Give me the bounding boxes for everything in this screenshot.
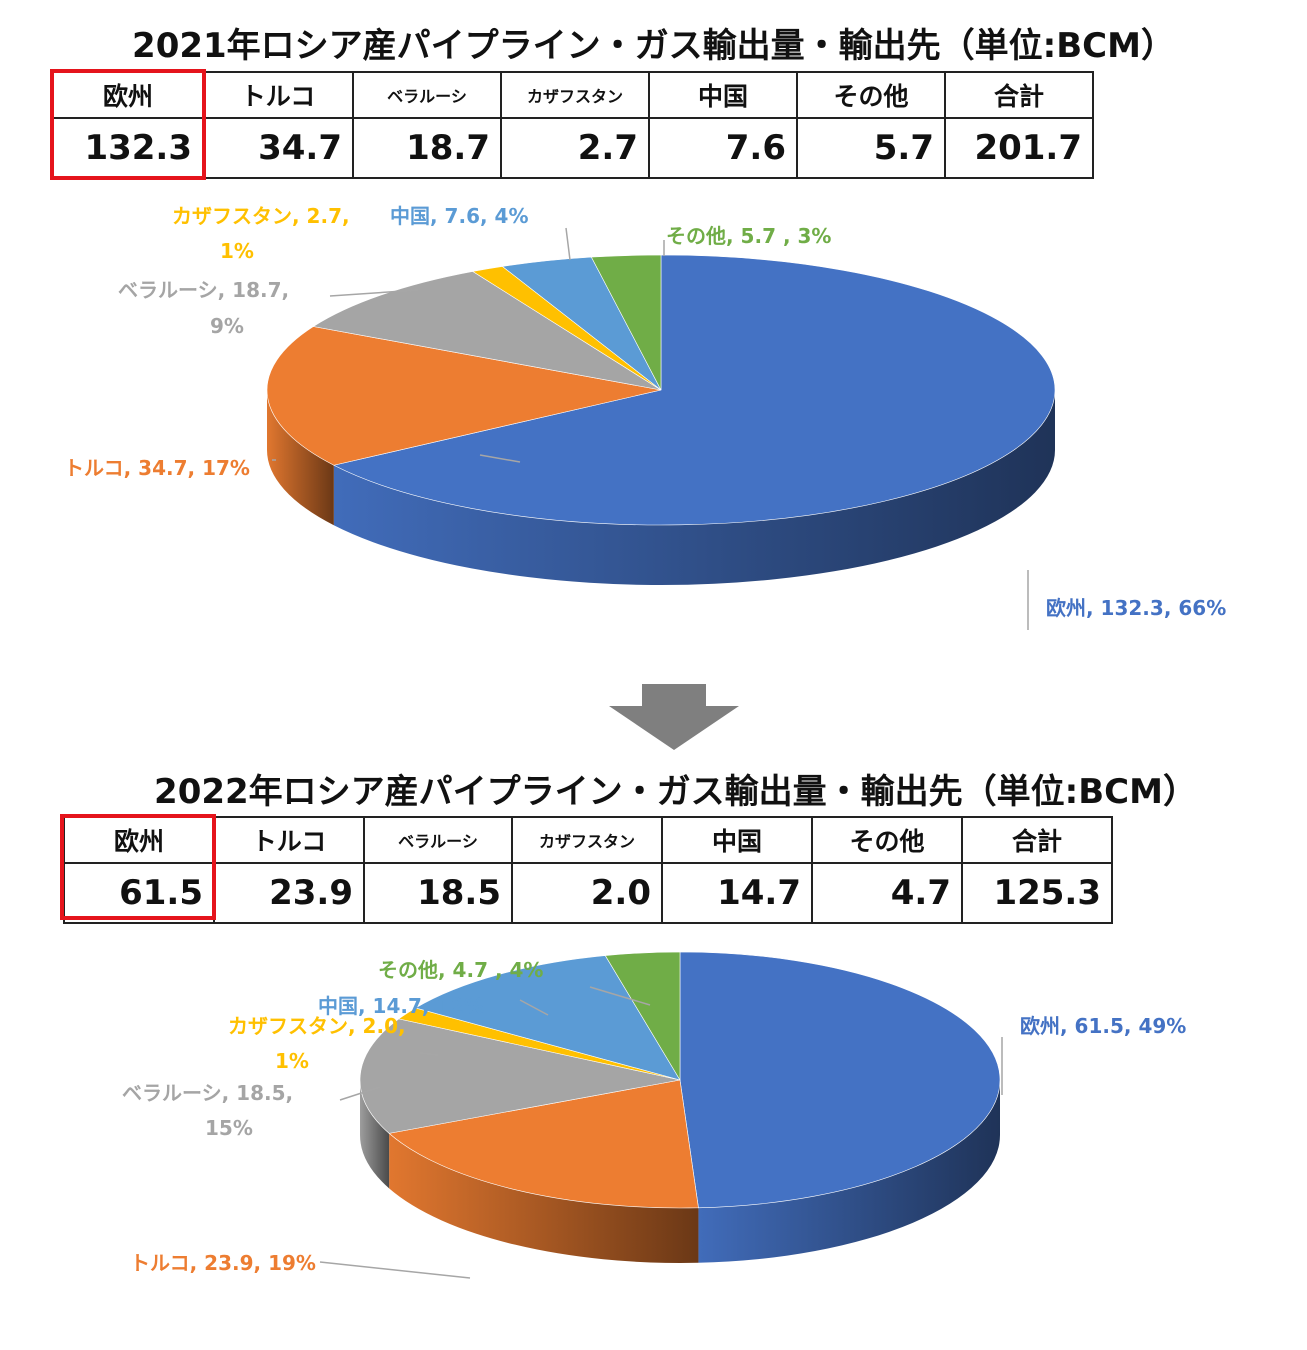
highlight-box-europe-2021	[50, 69, 206, 180]
pie-side-ベラルーシ	[360, 1080, 390, 1189]
data-label-中国: 中国, 7.6, 4%	[390, 204, 529, 228]
leader-line	[329, 289, 419, 297]
pie-side-トルコ	[389, 1133, 699, 1263]
leader-line	[565, 227, 571, 261]
data-label-ベラルーシ: ベラルーシ, 18.7,	[118, 278, 289, 302]
leader-line	[339, 1086, 381, 1101]
data-label-欧州: 欧州, 61.5, 49%	[1020, 1014, 1186, 1038]
data-label-ベラルーシ: 15%	[205, 1116, 253, 1140]
data-label-カザフスタン: 1%	[275, 1049, 309, 1073]
header-cell: その他	[796, 71, 946, 119]
header-cell: その他	[811, 816, 963, 864]
data-label-その他: その他, 5.7 , 3%	[666, 224, 831, 248]
pie-side-欧州	[333, 390, 1056, 585]
value-cell: 7.6	[648, 117, 798, 179]
header-cell: ベラルーシ	[352, 71, 502, 119]
value-cell: 132.3	[52, 117, 204, 179]
pie-slice-中国	[414, 955, 681, 1081]
pie-chart-2021: 欧州, 132.3, 66% トルコ, 34.7, 17% ベラルーシ, 18.7,…	[64, 204, 1226, 630]
value-cell: 61.5	[63, 862, 215, 924]
data-label-トルコ: トルコ, 34.7, 17%	[64, 456, 250, 480]
pie-side-欧州	[698, 1080, 1000, 1263]
leader-line	[479, 454, 521, 463]
table-value-row: 132.3 34.7 18.7 2.7 7.6 5.7 201.7	[52, 117, 1094, 179]
pie-slice-その他	[604, 951, 681, 1082]
pie-side-walls	[267, 390, 1056, 585]
pie-chart-2022: 欧州, 61.5, 49% トルコ, 23.9, 19% ベラルーシ, 18.5, 1…	[122, 951, 1186, 1279]
leader-line	[319, 1261, 471, 1279]
pie-slice-トルコ	[388, 1079, 699, 1209]
highlight-box-europe-2022	[60, 814, 216, 920]
pie-slice-ベラルーシ	[312, 271, 662, 391]
pie-slice-トルコ	[266, 326, 662, 466]
value-cell: 4.7	[811, 862, 963, 924]
value-cell: 23.9	[213, 862, 365, 924]
value-cell: 34.7	[202, 117, 354, 179]
table-2021: 欧州 トルコ ベラルーシ カザフスタン 中国 その他 合計 132.3 34.7…	[52, 71, 1094, 179]
down-arrow-icon	[609, 684, 739, 750]
header-cell: 中国	[661, 816, 813, 864]
pie-top	[266, 254, 1056, 526]
data-label-ベラルーシ: 9%	[210, 314, 244, 338]
value-cell: 5.7	[796, 117, 946, 179]
value-cell: 2.0	[511, 862, 663, 924]
leader-line	[419, 1052, 439, 1056]
header-cell: 合計	[961, 816, 1113, 864]
header-cell: トルコ	[202, 71, 354, 119]
data-label-カザフスタン: カザフスタン, 2.0,	[228, 1014, 406, 1038]
data-label-カザフスタン: カザフスタン, 2.7,	[172, 204, 350, 228]
pie-top	[359, 951, 1001, 1209]
value-cell: 201.7	[944, 117, 1094, 179]
data-label-その他: その他, 4.7 , 4%	[378, 958, 543, 982]
pie-slice-ベラルーシ	[359, 1018, 681, 1134]
header-cell: 中国	[648, 71, 798, 119]
header-cell: カザフスタン	[500, 71, 650, 119]
pie-slice-欧州	[679, 951, 1001, 1209]
data-label-欧州: 欧州, 132.3, 66%	[1046, 596, 1226, 620]
leader-line	[519, 999, 549, 1016]
table-header-row: 欧州 トルコ ベラルーシ カザフスタン 中国 その他 合計	[63, 816, 1113, 864]
value-cell: 2.7	[500, 117, 650, 179]
data-label-カザフスタン: 1%	[220, 239, 254, 263]
title-2022: 2022年ロシア産パイプライン・ガス輸出量・輸出先（単位:BCM）	[154, 772, 1197, 812]
pie-slice-その他	[590, 254, 662, 391]
header-cell: 欧州	[63, 816, 215, 864]
value-cell: 14.7	[661, 862, 813, 924]
header-cell: カザフスタン	[511, 816, 663, 864]
pie-side-walls	[360, 1080, 1000, 1263]
table-2022: 欧州 トルコ ベラルーシ カザフスタン 中国 その他 合計 61.5 23.9 …	[63, 816, 1113, 924]
table-header-row: 欧州 トルコ ベラルーシ カザフスタン 中国 その他 合計	[52, 71, 1094, 119]
title-2021: 2021年ロシア産パイプライン・ガス輸出量・輸出先（単位:BCM）	[132, 26, 1175, 66]
data-label-中国: 中国, 14.7, 12%	[318, 994, 484, 1018]
value-cell: 18.5	[363, 862, 513, 924]
value-cell: 18.7	[352, 117, 502, 179]
value-cell: 125.3	[961, 862, 1113, 924]
header-cell: 欧州	[52, 71, 204, 119]
data-label-トルコ: トルコ, 23.9, 19%	[130, 1251, 316, 1275]
pie-side-トルコ	[267, 390, 334, 526]
pie-slice-欧州	[332, 254, 1056, 526]
table-value-row: 61.5 23.9 18.5 2.0 14.7 4.7 125.3	[63, 862, 1113, 924]
header-cell: ベラルーシ	[363, 816, 513, 864]
header-cell: トルコ	[213, 816, 365, 864]
data-label-ベラルーシ: ベラルーシ, 18.5,	[122, 1081, 293, 1105]
leader-line	[589, 986, 651, 1006]
header-cell: 合計	[944, 71, 1094, 119]
